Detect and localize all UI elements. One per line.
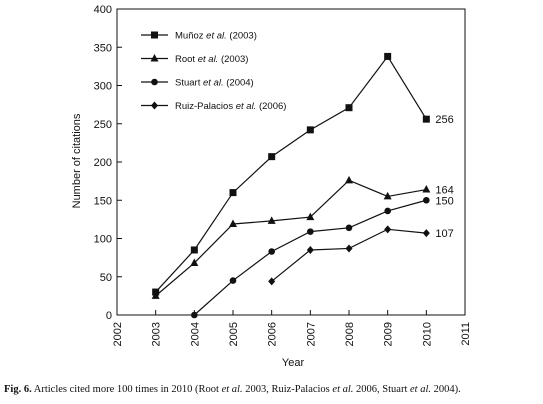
y-tick-label: 400 bbox=[94, 4, 112, 16]
end-value-label: 150 bbox=[435, 195, 453, 207]
series-diamond: 107 bbox=[268, 225, 454, 286]
x-tick-label: 2008 bbox=[344, 322, 356, 346]
series-line bbox=[155, 55, 427, 293]
caption-text-4: 2004). bbox=[431, 384, 461, 395]
plot-frame bbox=[116, 8, 466, 316]
data-point bbox=[268, 153, 276, 161]
legend-marker bbox=[151, 101, 158, 110]
x-tick-label: 2004 bbox=[189, 322, 201, 346]
legend-label: Muñoz et al. (2003) bbox=[175, 31, 257, 42]
legend-label: Ruiz-Palacios et al. (2006) bbox=[175, 101, 286, 112]
data-point bbox=[345, 104, 353, 112]
data-point bbox=[384, 225, 392, 234]
data-point bbox=[229, 189, 237, 197]
y-tick-label: 0 bbox=[106, 310, 112, 322]
x-tick-label: 2010 bbox=[421, 322, 433, 346]
data-point bbox=[191, 311, 198, 319]
caption-text-2: 2003, Ruiz-Palacios bbox=[242, 384, 333, 395]
legend-marker bbox=[151, 78, 158, 86]
data-point bbox=[307, 228, 314, 235]
data-point bbox=[384, 52, 392, 60]
legend-entry: Ruiz-Palacios et al. (2006) bbox=[141, 101, 286, 112]
chart-legend: Muñoz et al. (2003) Root et al. (2003) Stu… bbox=[141, 31, 286, 112]
legend-label: Root et al. (2003) bbox=[175, 54, 248, 65]
caption-italic-3: et al. bbox=[410, 384, 431, 395]
series-triangle: 164 bbox=[151, 175, 454, 299]
data-point bbox=[267, 216, 276, 224]
legend-marker bbox=[151, 31, 158, 39]
y-tick-label: 300 bbox=[94, 81, 112, 93]
y-tick-label: 50 bbox=[100, 272, 112, 284]
y-tick-label: 250 bbox=[94, 119, 112, 131]
x-tick-label: 2005 bbox=[228, 322, 240, 346]
legend-label: Stuart et al. (2004) bbox=[175, 78, 254, 89]
y-tick-label: 200 bbox=[94, 157, 112, 169]
y-tick-label: 100 bbox=[94, 234, 112, 246]
data-point bbox=[306, 212, 315, 221]
caption-italic-1: et al. bbox=[221, 384, 243, 395]
data-point bbox=[423, 196, 430, 204]
x-tick-label: 2003 bbox=[151, 322, 163, 346]
data-point bbox=[384, 207, 391, 215]
end-value-label: 164 bbox=[435, 185, 453, 197]
x-tick-label: 2011 bbox=[460, 322, 472, 346]
chart-ticks: 0 50 100 150 200 250 300 350 400 2002 2003 2004 2005… bbox=[94, 4, 472, 346]
caption-text-1: Articles cited more 100 times in 2010 (R… bbox=[31, 384, 222, 395]
data-point bbox=[229, 219, 237, 227]
end-value-label: 107 bbox=[435, 228, 453, 240]
data-point bbox=[306, 245, 314, 254]
caption-italic-2: et al. bbox=[332, 384, 354, 395]
x-tick-label: 2002 bbox=[112, 322, 124, 346]
data-point bbox=[422, 115, 430, 123]
data-point bbox=[345, 175, 353, 184]
data-point bbox=[190, 246, 198, 254]
legend-entry: Muñoz et al. (2003) bbox=[141, 31, 257, 42]
y-axis-title: Number of citations bbox=[71, 113, 83, 208]
series-line bbox=[155, 179, 427, 297]
y-tick-label: 150 bbox=[94, 195, 112, 207]
series-line bbox=[271, 228, 427, 282]
legend-entry: Stuart et al. (2004) bbox=[141, 78, 254, 89]
y-tick-label: 350 bbox=[94, 42, 112, 54]
data-point bbox=[268, 248, 275, 255]
data-point bbox=[268, 277, 276, 286]
line-chart: 0 50 100 150 200 250 300 350 400 2002 2003 2004 2005… bbox=[71, 4, 472, 369]
x-tick-label: 2009 bbox=[383, 322, 395, 346]
figure-caption: Fig. 6. Articles cited more 100 times in… bbox=[4, 384, 543, 395]
data-point bbox=[306, 126, 314, 134]
x-tick-label: 2007 bbox=[305, 322, 317, 346]
x-tick-label: 2006 bbox=[267, 322, 279, 346]
data-point bbox=[422, 185, 431, 193]
legend-entry: Root et al. (2003) bbox=[141, 54, 248, 65]
data-point bbox=[151, 291, 160, 299]
data-point bbox=[422, 229, 430, 238]
x-axis-title: Year bbox=[282, 357, 305, 369]
data-point bbox=[229, 277, 237, 284]
chart-axes bbox=[116, 8, 466, 316]
data-point bbox=[383, 191, 392, 200]
caption-fig-label: Fig. 6. bbox=[4, 384, 32, 395]
data-point bbox=[190, 258, 199, 266]
end-value-label: 256 bbox=[435, 114, 453, 126]
series-circle: 150 bbox=[191, 195, 454, 319]
data-point bbox=[345, 244, 353, 253]
legend-marker bbox=[150, 54, 159, 62]
data-point bbox=[345, 224, 353, 232]
caption-text-3: 2006, Stuart bbox=[353, 384, 410, 395]
